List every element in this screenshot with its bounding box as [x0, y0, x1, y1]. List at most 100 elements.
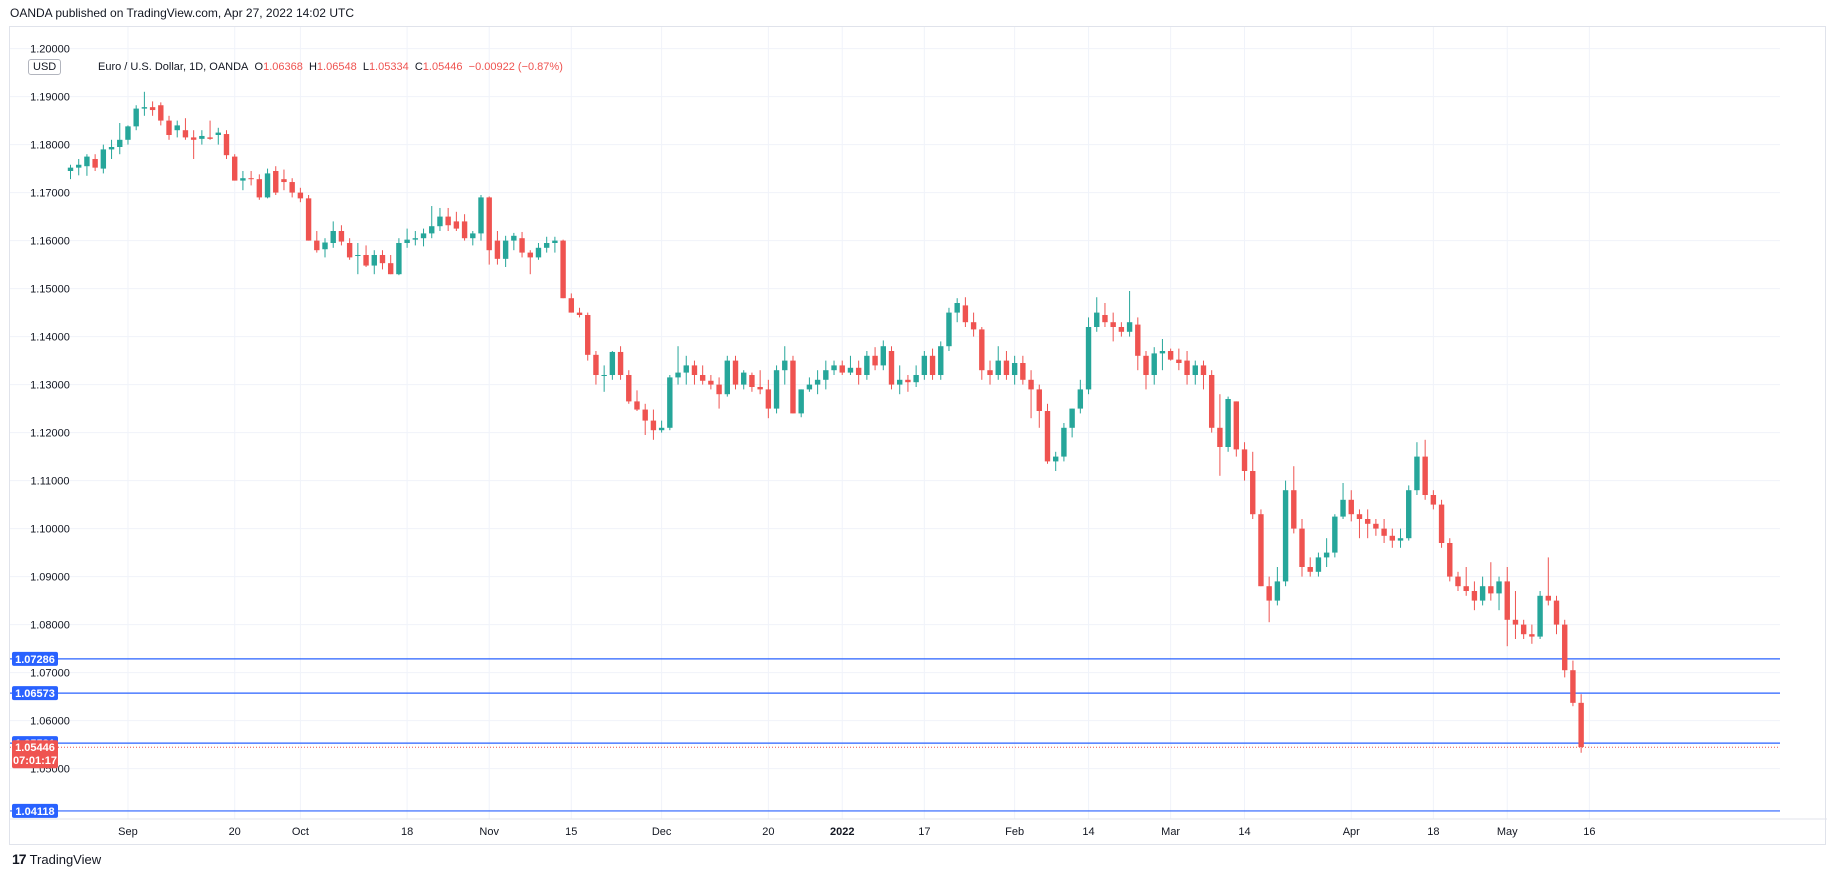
candle-body: [880, 346, 886, 366]
candle-body: [387, 263, 394, 275]
candle-body: [1217, 427, 1223, 447]
candle-body: [1545, 595, 1551, 601]
y-tick-label: 1.17000: [30, 188, 70, 200]
candle-body: [716, 384, 722, 395]
candle-body: [1373, 523, 1379, 529]
candle-body: [1069, 408, 1075, 428]
candle-body: [1529, 634, 1535, 637]
x-tick-label: 15: [565, 826, 577, 838]
candle-body: [987, 370, 993, 375]
candle-body: [1570, 670, 1576, 703]
candle-body: [125, 126, 131, 140]
candlestick-chart[interactable]: Sep 20 Oct 18 Nov 15 Dec 20 2022 17 Feb 14 Mar 14 Apr 1…: [10, 27, 1827, 846]
level-price-label: 1.07286: [15, 654, 55, 666]
currency-button[interactable]: USD: [28, 59, 62, 75]
candle-body: [970, 322, 977, 330]
y-tick-label: 1.15000: [30, 284, 70, 296]
candle-body: [593, 354, 599, 375]
candle-body: [1159, 351, 1166, 354]
candle-body: [1192, 365, 1198, 375]
candle-body: [897, 379, 903, 385]
y-tick-label: 1.11000: [31, 476, 70, 488]
candle-body: [1044, 411, 1051, 462]
candle-body: [396, 243, 402, 275]
candle-body: [314, 240, 320, 251]
candle-body: [823, 370, 829, 380]
level-price-badge: [12, 651, 58, 666]
candle-body: [502, 240, 509, 259]
y-tick-label: 1.12000: [30, 428, 70, 440]
candle-body: [708, 380, 714, 385]
candle-body: [108, 147, 115, 150]
candle-body: [1537, 595, 1543, 637]
candle-body: [1184, 360, 1190, 375]
y-tick-label: 1.08000: [30, 620, 70, 632]
candle-body: [667, 377, 673, 428]
candle-body: [527, 252, 533, 258]
candle-body: [1258, 514, 1264, 587]
candle-body: [264, 173, 271, 198]
candle-body: [1512, 619, 1519, 625]
open-value: 1.06368: [263, 61, 303, 73]
candle-body: [806, 384, 813, 390]
grid-lines: [10, 27, 1780, 819]
last-price-label: 1.05446: [15, 742, 55, 754]
candle-body: [1020, 363, 1026, 380]
candle-body: [461, 221, 468, 239]
candle-body: [330, 231, 336, 243]
candle-body: [675, 372, 681, 378]
candle-body: [962, 305, 969, 323]
candle-body: [486, 197, 492, 251]
candle-body: [847, 367, 854, 373]
price-badges: 1.072861.065731.055311.041181.0544607:01…: [12, 651, 58, 818]
bar-countdown-label: 07:01:17: [13, 755, 57, 767]
x-tick-label: Sep: [118, 826, 138, 838]
candle-body: [346, 243, 353, 258]
candle-body: [1455, 576, 1461, 587]
candle-body: [199, 135, 205, 139]
candle-body: [872, 355, 878, 366]
candles: [67, 91, 1584, 753]
candle-body: [929, 355, 936, 375]
candle-body: [1036, 389, 1042, 411]
y-tick-label: 1.18000: [30, 140, 70, 152]
candle-body: [831, 365, 837, 371]
candle-body: [782, 360, 788, 371]
candle-body: [273, 171, 279, 193]
candle-body: [1003, 360, 1010, 375]
high-label: H: [308, 61, 317, 73]
y-tick-label: 1.13000: [30, 380, 70, 392]
candle-body: [552, 240, 558, 243]
candle-body: [240, 178, 246, 181]
candle-body: [1135, 324, 1141, 356]
candle-body: [519, 238, 525, 253]
candle-body: [67, 167, 74, 171]
candle-body: [1077, 389, 1084, 409]
candle-body: [1471, 591, 1478, 601]
chart-frame: Sep 20 Oct 18 Nov 15 Dec 20 2022 17 Feb 14 Mar 14 Apr 1…: [9, 26, 1827, 846]
x-tick-label: 18: [401, 826, 413, 838]
x-tick-label: Nov: [479, 826, 499, 838]
tradingview-logo[interactable]: 17 TradingView: [12, 851, 101, 867]
candle-body: [92, 159, 98, 168]
candle-body: [773, 370, 780, 409]
candle-body: [1422, 456, 1428, 495]
candle-body: [609, 351, 616, 375]
candle-body: [732, 360, 739, 385]
open-label: O: [254, 61, 264, 73]
candle-body: [1414, 456, 1420, 491]
candle-body: [1299, 528, 1305, 567]
candle-body: [568, 298, 575, 313]
candle-body: [182, 130, 189, 138]
y-tick-label: 1.19000: [30, 92, 70, 104]
x-tick-label: 20: [762, 826, 774, 838]
candle-body: [1151, 353, 1157, 375]
candle-body: [921, 355, 928, 375]
candle-body: [814, 379, 821, 385]
candle-body: [1266, 586, 1272, 601]
candle-body: [363, 255, 369, 266]
high-value: 1.06548: [316, 61, 357, 73]
candle-body: [511, 235, 517, 241]
candle-body: [1356, 514, 1363, 519]
y-tick-label: 1.09000: [30, 572, 70, 584]
